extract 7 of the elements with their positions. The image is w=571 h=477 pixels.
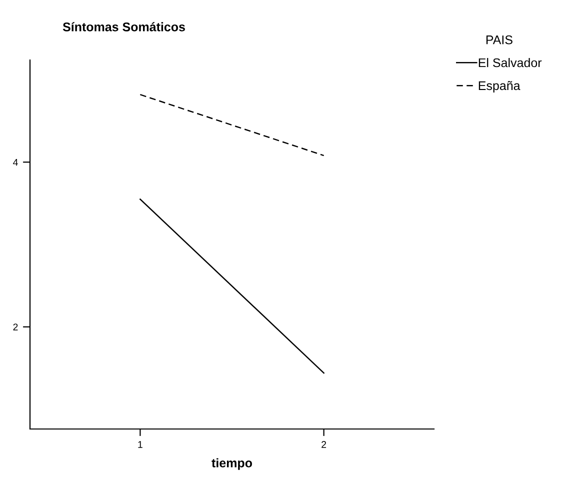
legend-title: PAIS [486,35,512,44]
chart-title: Síntomas Somáticos [62,22,185,32]
legend-label: España [478,80,520,93]
y-tick-label: 4 [13,158,18,166]
x-axis-title: tiempo [212,458,252,470]
legend-label: El Salvador [478,58,542,68]
x-tick-label: 1 [138,441,142,448]
